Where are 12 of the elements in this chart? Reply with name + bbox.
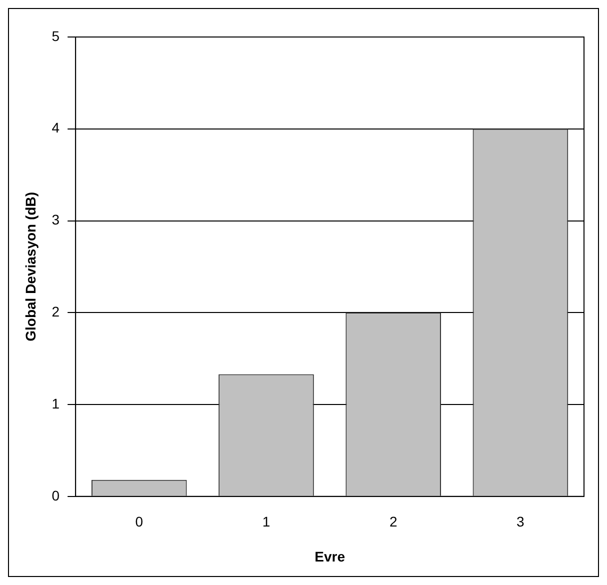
x-axis-title: Evre xyxy=(314,548,346,564)
y-tick-label: 4 xyxy=(52,120,60,136)
y-axis-title: Global Deviasyon (dB) xyxy=(22,192,38,342)
x-tick-label: 3 xyxy=(516,514,525,530)
y-tick-label: 0 xyxy=(52,487,60,504)
x-tick-label: 1 xyxy=(262,514,270,530)
y-tick-label: 3 xyxy=(52,212,60,228)
y-tick-label: 5 xyxy=(52,28,60,44)
x-tick-label: 0 xyxy=(135,514,144,530)
y-tick-label: 1 xyxy=(52,395,60,412)
y-tick-label: 2 xyxy=(52,304,60,320)
x-tick-label: 2 xyxy=(389,514,398,530)
